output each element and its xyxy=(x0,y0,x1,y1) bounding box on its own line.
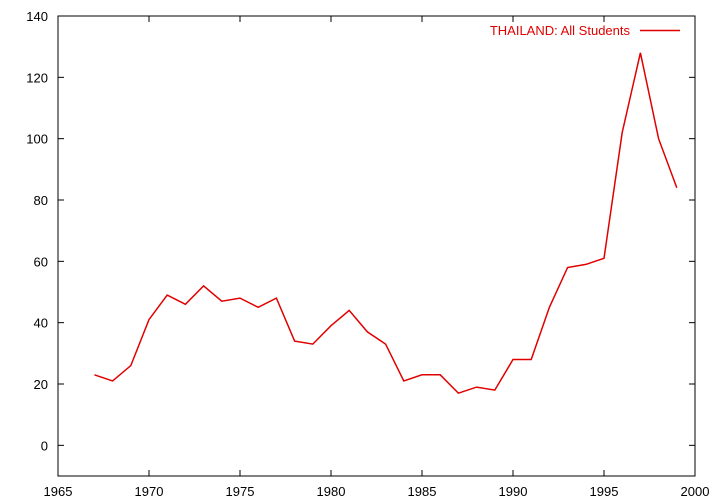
y-tick-label: 60 xyxy=(34,254,48,269)
x-tick-label: 1995 xyxy=(590,484,619,499)
y-tick-label: 140 xyxy=(26,9,48,24)
plot-frame xyxy=(57,15,696,477)
x-tick-label: 1975 xyxy=(226,484,255,499)
x-tick-label: 1970 xyxy=(135,484,164,499)
legend: THAILAND: All Students xyxy=(490,23,680,38)
axis-tick-labels: 1965 1970 1975 1980 1985 1990 1995 2000 0 20 40 60 8… xyxy=(26,9,709,499)
y-tick-label: 0 xyxy=(41,438,48,453)
x-tick-label: 1985 xyxy=(408,484,437,499)
y-tick-label: 40 xyxy=(34,316,48,331)
legend-label: THAILAND: All Students xyxy=(490,23,631,38)
y-tick-label: 100 xyxy=(26,132,48,147)
x-tick-label: 2000 xyxy=(681,484,710,499)
series-group xyxy=(94,52,678,395)
axis-ticks xyxy=(57,15,696,476)
series-line xyxy=(94,52,678,395)
y-tick-label: 120 xyxy=(26,70,48,85)
x-tick-label: 1965 xyxy=(44,484,73,499)
x-tick-label: 1990 xyxy=(499,484,528,499)
y-tick-label: 80 xyxy=(34,193,48,208)
x-tick-label: 1980 xyxy=(317,484,346,499)
y-tick-label: 20 xyxy=(34,377,48,392)
